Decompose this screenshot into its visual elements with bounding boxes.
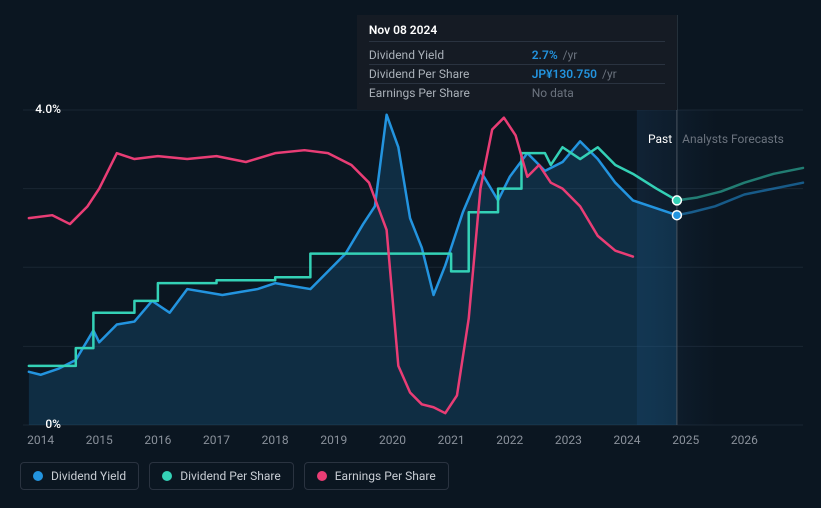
- legend-label: Dividend Per Share: [180, 469, 281, 483]
- legend-swatch: [33, 471, 43, 481]
- tooltip-metric-value: No data: [532, 84, 665, 103]
- x-axis-tick: 2017: [203, 433, 230, 447]
- x-axis-tick: 2021: [438, 433, 465, 447]
- tooltip-metric-value: JP¥130.750 /yr: [532, 65, 665, 84]
- legend-swatch: [317, 471, 327, 481]
- forecast-label: Analysts Forecasts: [682, 132, 784, 146]
- tooltip-row: Dividend Per ShareJP¥130.750 /yr: [369, 65, 665, 84]
- legend-item[interactable]: Dividend Yield: [20, 462, 139, 490]
- x-axis-tick: 2014: [27, 433, 54, 447]
- y-axis-tick: 4.0%: [21, 102, 61, 116]
- x-axis-tick: 2019: [320, 433, 347, 447]
- tooltip-row: Dividend Yield2.7% /yr: [369, 46, 665, 65]
- x-axis-tick: 2023: [555, 433, 582, 447]
- x-axis-tick: 2016: [144, 433, 171, 447]
- tooltip-metric-label: Dividend Per Share: [369, 65, 532, 84]
- legend-item[interactable]: Earnings Per Share: [304, 462, 449, 490]
- legend-label: Earnings Per Share: [335, 469, 436, 483]
- chart-legend: Dividend Yield Dividend Per Share Earnings…: [20, 462, 449, 490]
- tooltip-metric-label: Dividend Yield: [369, 46, 532, 65]
- x-axis-tick: 2026: [731, 433, 758, 447]
- x-axis-tick: 2025: [672, 433, 699, 447]
- chart-tooltip: Nov 08 2024 Dividend Yield2.7% /yrDivide…: [357, 15, 677, 110]
- dividend-chart: 4.0% 0% 2014 2015 2016 2017 2018 2019 2020 2021 2…: [0, 0, 821, 508]
- tooltip-metric-label: Earnings Per Share: [369, 84, 532, 103]
- tooltip-table: Dividend Yield2.7% /yrDividend Per Share…: [369, 46, 665, 102]
- legend-label: Dividend Yield: [51, 469, 126, 483]
- period-labels: Past Analysts Forecasts: [648, 132, 784, 146]
- x-axis-tick: 2022: [496, 433, 523, 447]
- tooltip-row: Earnings Per ShareNo data: [369, 84, 665, 103]
- legend-item[interactable]: Dividend Per Share: [149, 462, 294, 490]
- legend-swatch: [162, 471, 172, 481]
- x-axis-tick: 2015: [86, 433, 113, 447]
- x-axis-tick: 2018: [262, 433, 289, 447]
- past-label: Past: [648, 132, 672, 146]
- tooltip-metric-value: 2.7% /yr: [532, 46, 665, 65]
- x-axis-tick: 2024: [614, 433, 641, 447]
- y-axis-tick: 0%: [21, 417, 61, 431]
- x-axis-tick: 2020: [379, 433, 406, 447]
- tooltip-date: Nov 08 2024: [369, 23, 665, 42]
